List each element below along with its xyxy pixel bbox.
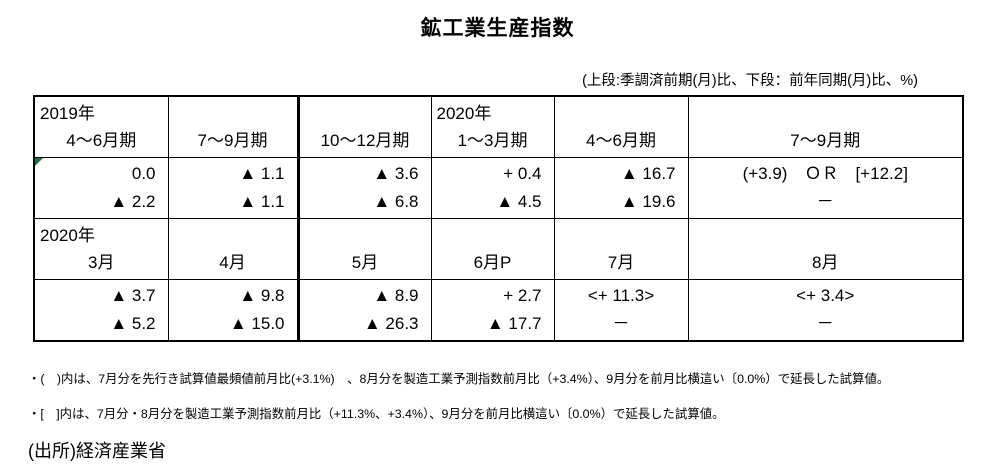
yoy-value: ▲ 17.7 [486,314,542,333]
footnote-parentheses: ・( )内は、7月分を先行き試算値最頻値前月比(+3.1%) 、8月分を製造工業… [28,372,890,386]
yoy-value: － [816,192,834,211]
value-cell-2020-q1: + 0.4 ▲ 4.5 [430,157,555,219]
value-cell-2019-q2: 0.0 ▲ 2.2 [33,157,169,219]
header-cell-2020-aug: 8月 [687,218,964,280]
value-cell-mar: ▲ 3.7 ▲ 5.2 [33,279,169,342]
period-label: 8月 [812,253,839,272]
yoy-value: ▲ 1.1 [239,192,285,211]
yoy-value: ▲ 6.8 [373,192,419,211]
value-cell-2020-q3-estimate: (+3.9) ＯＲ [+12.2] － [687,157,964,219]
unit-note: (上段:季調済前期(月)比、下段：前年同期(月)比、%) [582,73,918,89]
year-label [169,100,297,127]
value-cell-apr: ▲ 9.8 ▲ 15.0 [167,279,299,342]
header-cell-2020-may: 5月 [296,218,432,280]
quarter-values-row: 0.0 ▲ 2.2 ▲ 1.1 ▲ 1.1 ▲ 3.6 ▲ 6.8 + 0.4 … [33,157,964,219]
header-cell-2020-mar: 2020年 3月 [33,218,169,280]
industrial-production-table: 2019年 4～6月期 7～9月期 10～12月期 2020年 1～3月期 4～… [33,95,964,342]
yoy-value: ▲ 19.6 [620,192,676,211]
yoy-value: － [816,314,834,333]
mom-value: 0.0 [131,164,156,183]
mom-value: ▲ 3.7 [110,286,156,305]
period-label: 7～9月期 [790,131,861,150]
header-cell-2020-q2: 4～6月期 [553,95,689,158]
period-label: 3月 [88,253,115,272]
mom-value: ▲ 9.8 [239,286,285,305]
page-title: 鉱工業生産指数 [420,17,575,40]
source-note: (出所)経済産業省 [28,441,166,461]
year-label [689,100,962,127]
header-cell-2019-q2: 2019年 4～6月期 [33,95,169,158]
year-label: 2019年 [40,104,95,123]
period-label: 10～12月期 [320,131,410,150]
header-cell-2019-q4: 10～12月期 [296,95,432,158]
year-label [555,100,687,127]
period-label: 1～3月期 [457,131,528,150]
month-header-row: 2020年 3月 4月 5月 6月P 7月 8月 [33,218,964,280]
value-cell-jun: + 2.7 ▲ 17.7 [430,279,555,342]
header-cell-2020-jun: 6月P [430,218,555,280]
month-values-row: ▲ 3.7 ▲ 5.2 ▲ 9.8 ▲ 15.0 ▲ 8.9 ▲ 26.3 + … [33,279,964,342]
mom-value: + 0.4 [503,164,542,183]
year-label [301,100,430,127]
yoy-value: ▲ 5.2 [110,314,156,333]
excel-corner-marker-icon [35,158,43,166]
value-cell-2019-q3: ▲ 1.1 ▲ 1.1 [167,157,299,219]
mom-value: + 2.7 [503,286,542,305]
value-cell-jul-forecast: <+ 11.3> － [553,279,689,342]
header-cell-2020-q1: 2020年 1～3月期 [430,95,555,158]
value-cell-aug-forecast: <+ 3.4> － [687,279,964,342]
mom-value: ▲ 1.1 [239,164,285,183]
header-cell-2020-apr: 4月 [167,218,299,280]
footnote-brackets: ・[ ]内は、7月分・8月分を製造工業予測指数前月比（+11.3%、+3.4%）… [28,407,725,421]
period-label: 6月P [473,253,512,272]
header-cell-2019-q3: 7～9月期 [167,95,299,158]
period-label: 4～6月期 [586,131,656,150]
value-cell-may: ▲ 8.9 ▲ 26.3 [296,279,432,342]
year-label [555,222,687,249]
value-cell-2020-q2: ▲ 16.7 ▲ 19.6 [553,157,689,219]
yoy-value: － [612,314,630,333]
header-cell-2020-jul: 7月 [553,218,689,280]
mom-value: <+ 3.4> [796,286,855,305]
header-cell-2020-q3: 7～9月期 [687,95,964,158]
year-label [432,222,553,249]
value-cell-2019-q4: ▲ 3.6 ▲ 6.8 [296,157,432,219]
year-label: 2020年 [436,104,492,123]
quarter-header-row: 2019年 4～6月期 7～9月期 10～12月期 2020年 1～3月期 4～… [33,95,964,158]
period-label: 5月 [351,253,379,272]
period-label: 7月 [607,253,635,272]
mom-value: (+3.9) ＯＲ [+12.2] [742,164,908,183]
year-label [169,222,297,249]
yoy-value: ▲ 15.0 [229,314,285,333]
period-label: 4～6月期 [66,131,137,150]
mom-value: ▲ 8.9 [373,286,419,305]
yoy-value: ▲ 4.5 [496,192,542,211]
period-label: 4月 [219,253,246,272]
yoy-value: ▲ 2.2 [110,192,156,211]
year-label: 2020年 [40,226,95,245]
mom-value: ▲ 16.7 [620,164,676,183]
mom-value: ▲ 3.6 [373,164,419,183]
year-label [689,222,962,249]
yoy-value: ▲ 26.3 [363,314,419,333]
period-label: 7～9月期 [197,131,268,150]
year-label [301,222,430,249]
mom-value: <+ 11.3> [587,286,655,305]
